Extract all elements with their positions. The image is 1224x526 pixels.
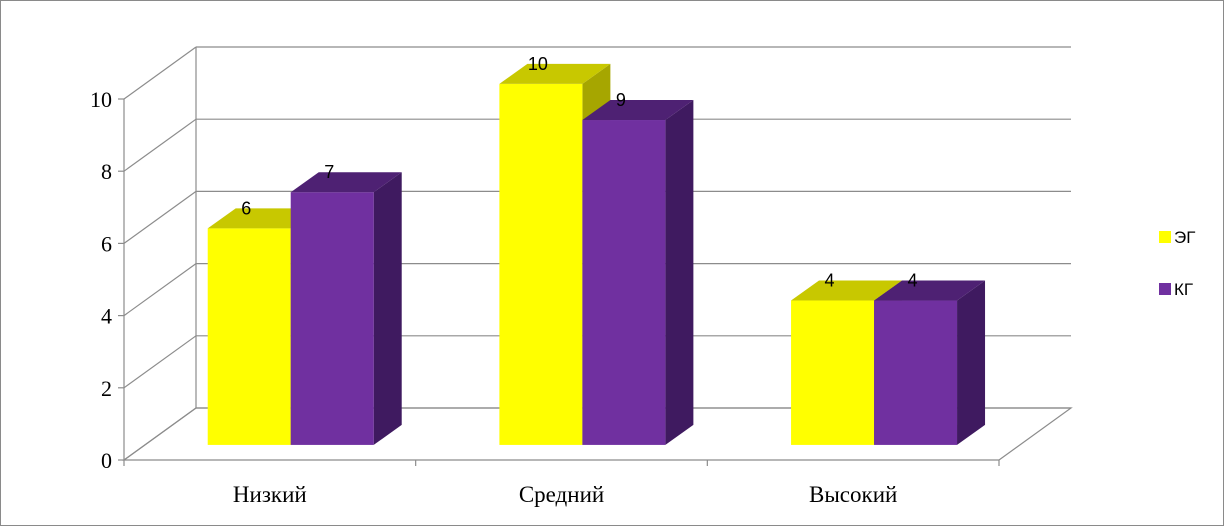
- bars: [207, 63, 986, 445]
- bar-top: [582, 100, 694, 121]
- category-label: Высокий: [809, 482, 897, 507]
- legend-label: ЭГ: [1174, 228, 1195, 247]
- y-tick-label: 4: [101, 304, 112, 329]
- legend-swatch: [1159, 231, 1171, 243]
- category-label: Средний: [519, 482, 604, 507]
- category-label: Низкий: [233, 482, 307, 507]
- legend-label: КГ: [1174, 280, 1193, 299]
- bar-top: [791, 280, 903, 301]
- bar: [874, 300, 958, 445]
- bar-side: [957, 280, 986, 445]
- category-labels: Низкий Средний Высокий: [233, 482, 897, 507]
- side-gridline: [123, 263, 197, 317]
- bar-top: [874, 280, 986, 301]
- legend: ЭГ КГ: [1159, 228, 1195, 299]
- y-tick-label: 0: [101, 448, 112, 473]
- data-label: 6: [241, 198, 251, 218]
- y-tick-label: 2: [101, 376, 112, 401]
- y-tick-label: 10: [90, 87, 112, 112]
- axes: [118, 98, 1000, 466]
- side-gridline: [123, 118, 197, 172]
- bar: [791, 300, 875, 445]
- side-gridline: [123, 335, 197, 389]
- bar-side: [665, 100, 694, 445]
- side-gridline: [123, 46, 197, 100]
- bar: [499, 83, 583, 445]
- bar-top: [499, 63, 611, 84]
- side-gridline: [123, 407, 197, 461]
- legend-swatch: [1159, 283, 1171, 295]
- data-label: 4: [825, 271, 835, 291]
- y-tick-label: 6: [101, 231, 112, 256]
- y-tick-labels: 0 2 4 6 8 10: [90, 87, 112, 473]
- side-gridline: [123, 190, 197, 244]
- bar-top: [290, 172, 402, 193]
- data-label: 4: [908, 271, 918, 291]
- y-tick-label: 8: [101, 159, 112, 184]
- bar: [582, 120, 666, 445]
- bar-side: [373, 172, 402, 445]
- data-label: 7: [324, 162, 334, 182]
- bar: [290, 192, 374, 445]
- data-labels: 6 7 10 9 4 4: [241, 54, 917, 291]
- bar: [207, 228, 291, 445]
- data-label: 9: [616, 90, 626, 110]
- data-label: 10: [528, 54, 548, 74]
